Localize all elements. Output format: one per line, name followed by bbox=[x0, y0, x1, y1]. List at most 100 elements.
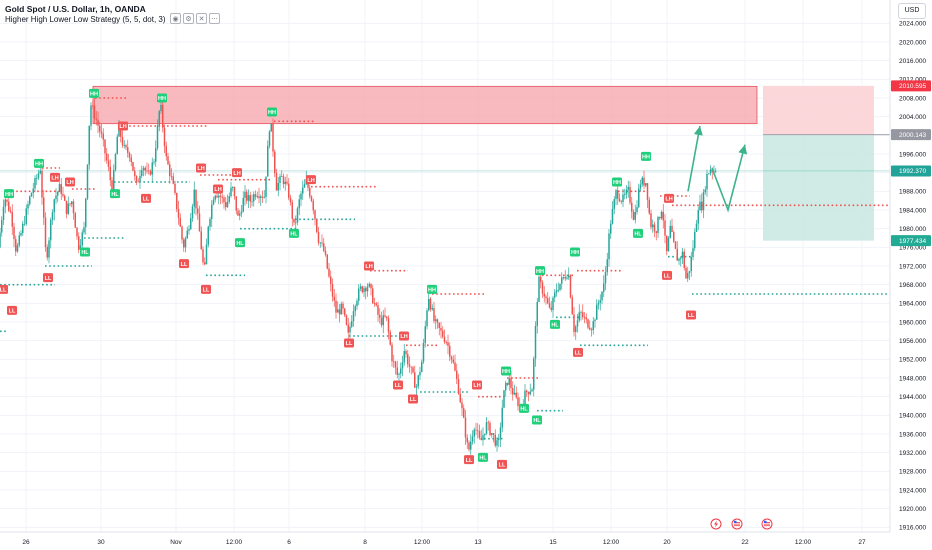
candle-down[interactable] bbox=[274, 151, 276, 174]
candle-up[interactable] bbox=[29, 196, 31, 205]
candle-down[interactable] bbox=[582, 312, 584, 317]
candle-down[interactable] bbox=[9, 210, 12, 213]
candle-up[interactable] bbox=[337, 309, 339, 313]
candle-up[interactable] bbox=[303, 184, 306, 188]
candle-down[interactable] bbox=[701, 201, 703, 211]
candle-up[interactable] bbox=[678, 258, 680, 261]
candle-up[interactable] bbox=[627, 186, 630, 190]
candle-up[interactable] bbox=[566, 277, 568, 279]
candle-up[interactable] bbox=[652, 224, 654, 228]
candle-down[interactable] bbox=[569, 275, 572, 298]
candle-up[interactable] bbox=[230, 187, 232, 197]
candle-up[interactable] bbox=[592, 321, 595, 331]
candle-down[interactable] bbox=[344, 308, 346, 316]
candle-up[interactable] bbox=[193, 189, 196, 207]
candle-down[interactable] bbox=[589, 327, 591, 330]
candle-down[interactable] bbox=[571, 297, 574, 315]
candle-up[interactable] bbox=[218, 195, 220, 198]
candle-up[interactable] bbox=[211, 204, 213, 220]
candle-up[interactable] bbox=[709, 169, 712, 174]
candle-down[interactable] bbox=[547, 298, 549, 304]
candle-up[interactable] bbox=[86, 164, 89, 199]
candle-up[interactable] bbox=[279, 176, 281, 183]
candle-up[interactable] bbox=[214, 195, 217, 200]
candle-up[interactable] bbox=[641, 177, 644, 185]
candle-up[interactable] bbox=[265, 176, 267, 198]
candle-down[interactable] bbox=[216, 195, 218, 198]
candle-down[interactable] bbox=[550, 307, 553, 310]
candle-down[interactable] bbox=[65, 200, 68, 214]
candle-down[interactable] bbox=[200, 231, 203, 250]
candle-down[interactable] bbox=[405, 350, 407, 355]
candle-down[interactable] bbox=[389, 332, 392, 345]
candle-up[interactable] bbox=[228, 196, 231, 202]
candle-down[interactable] bbox=[64, 195, 66, 201]
candle-down[interactable] bbox=[440, 327, 442, 331]
candle-up[interactable] bbox=[403, 350, 406, 363]
candle-up[interactable] bbox=[421, 361, 423, 372]
candle-down[interactable] bbox=[492, 433, 495, 435]
candle-down[interactable] bbox=[585, 317, 588, 320]
candle-up[interactable] bbox=[85, 198, 87, 228]
candle-up[interactable] bbox=[251, 201, 253, 203]
candle-down[interactable] bbox=[459, 393, 462, 403]
candle-down[interactable] bbox=[111, 180, 113, 195]
candle-down[interactable] bbox=[396, 367, 399, 375]
candle-down[interactable] bbox=[335, 300, 337, 313]
candle-up[interactable] bbox=[83, 227, 85, 233]
candle-up[interactable] bbox=[611, 208, 614, 224]
candle-down[interactable] bbox=[181, 226, 183, 240]
candle-up[interactable] bbox=[624, 194, 626, 196]
candle-down[interactable] bbox=[149, 171, 152, 175]
candle-up[interactable] bbox=[608, 233, 610, 260]
candle-up[interactable] bbox=[48, 240, 50, 258]
candle-up[interactable] bbox=[239, 213, 241, 216]
candle-down[interactable] bbox=[463, 408, 465, 418]
candle-down[interactable] bbox=[347, 324, 350, 333]
candle-up[interactable] bbox=[156, 125, 159, 149]
candle-down[interactable] bbox=[445, 342, 448, 343]
candle-up[interactable] bbox=[470, 441, 472, 450]
candle-up[interactable] bbox=[501, 407, 504, 428]
candle-up[interactable] bbox=[596, 304, 598, 320]
candle-up[interactable] bbox=[533, 358, 535, 390]
candle-down[interactable] bbox=[447, 342, 449, 346]
eye-icon[interactable]: ◉ bbox=[170, 13, 181, 24]
candle-down[interactable] bbox=[197, 208, 199, 214]
candle-down[interactable] bbox=[99, 125, 101, 132]
candle-down[interactable] bbox=[456, 370, 458, 380]
candle-up[interactable] bbox=[352, 311, 355, 322]
candle-up[interactable] bbox=[610, 223, 612, 234]
more-icon[interactable]: ⋯ bbox=[209, 13, 220, 24]
candle-up[interactable] bbox=[702, 192, 705, 211]
candle-up[interactable] bbox=[580, 312, 582, 314]
candle-down[interactable] bbox=[373, 303, 376, 304]
candle-down[interactable] bbox=[233, 187, 236, 197]
candle-down[interactable] bbox=[282, 176, 285, 185]
candle-up[interactable] bbox=[499, 427, 502, 439]
candle-down[interactable] bbox=[293, 218, 295, 223]
candle-up[interactable] bbox=[687, 273, 689, 279]
candle-down[interactable] bbox=[100, 131, 103, 134]
candle-up[interactable] bbox=[594, 319, 596, 322]
candle-up[interactable] bbox=[559, 283, 561, 290]
candle-up[interactable] bbox=[88, 125, 91, 165]
candle-down[interactable] bbox=[540, 276, 542, 283]
candle-down[interactable] bbox=[8, 201, 10, 211]
candle-down[interactable] bbox=[666, 235, 668, 252]
candle-down[interactable] bbox=[487, 422, 490, 424]
candle-down[interactable] bbox=[249, 195, 252, 202]
candle-up[interactable] bbox=[232, 187, 234, 188]
candle-up[interactable] bbox=[0, 232, 1, 248]
candle-down[interactable] bbox=[659, 217, 661, 219]
candle-down[interactable] bbox=[676, 248, 679, 261]
candle-down[interactable] bbox=[629, 186, 631, 203]
candle-up[interactable] bbox=[209, 219, 211, 227]
candle-down[interactable] bbox=[333, 296, 336, 301]
candle-up[interactable] bbox=[554, 292, 556, 298]
candle-down[interactable] bbox=[617, 190, 619, 199]
candle-down[interactable] bbox=[365, 288, 367, 292]
candle-down[interactable] bbox=[527, 391, 530, 395]
candle-down[interactable] bbox=[618, 198, 621, 202]
candle-down[interactable] bbox=[646, 183, 649, 200]
